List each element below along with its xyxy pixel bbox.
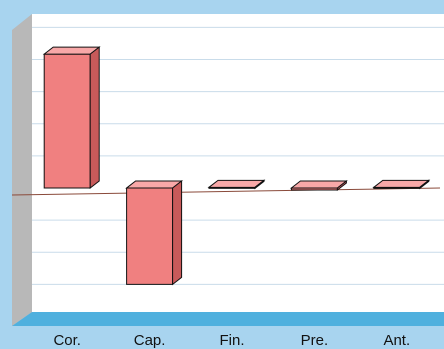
x-tick-label: Fin. <box>219 332 244 349</box>
gridlines <box>32 26 444 285</box>
chart-floor <box>12 312 444 326</box>
plot-area <box>32 14 444 312</box>
x-tick-label: Ant. <box>383 332 410 349</box>
x-tick-label: Pre. <box>301 332 329 349</box>
x-tick-label: Cor. <box>53 332 81 349</box>
bar-pre <box>289 179 348 192</box>
bar-side <box>89 46 100 190</box>
bar-side <box>336 179 347 192</box>
bar-side <box>419 179 430 190</box>
zero-baseline <box>11 187 441 196</box>
bar-front <box>43 53 91 189</box>
bar-ant <box>372 179 431 190</box>
x-tick-labels: Cor. Cap. Fin. Pre. Ant. <box>53 332 410 349</box>
bar-cor <box>42 46 101 190</box>
bar-cap <box>125 179 184 286</box>
bar-side <box>254 179 265 190</box>
x-tick-label: Cap. <box>134 332 166 349</box>
bars <box>42 46 431 286</box>
left-wall <box>12 14 32 326</box>
bar-fin <box>207 179 266 190</box>
bar-side <box>172 179 183 286</box>
bar-front <box>126 187 174 285</box>
